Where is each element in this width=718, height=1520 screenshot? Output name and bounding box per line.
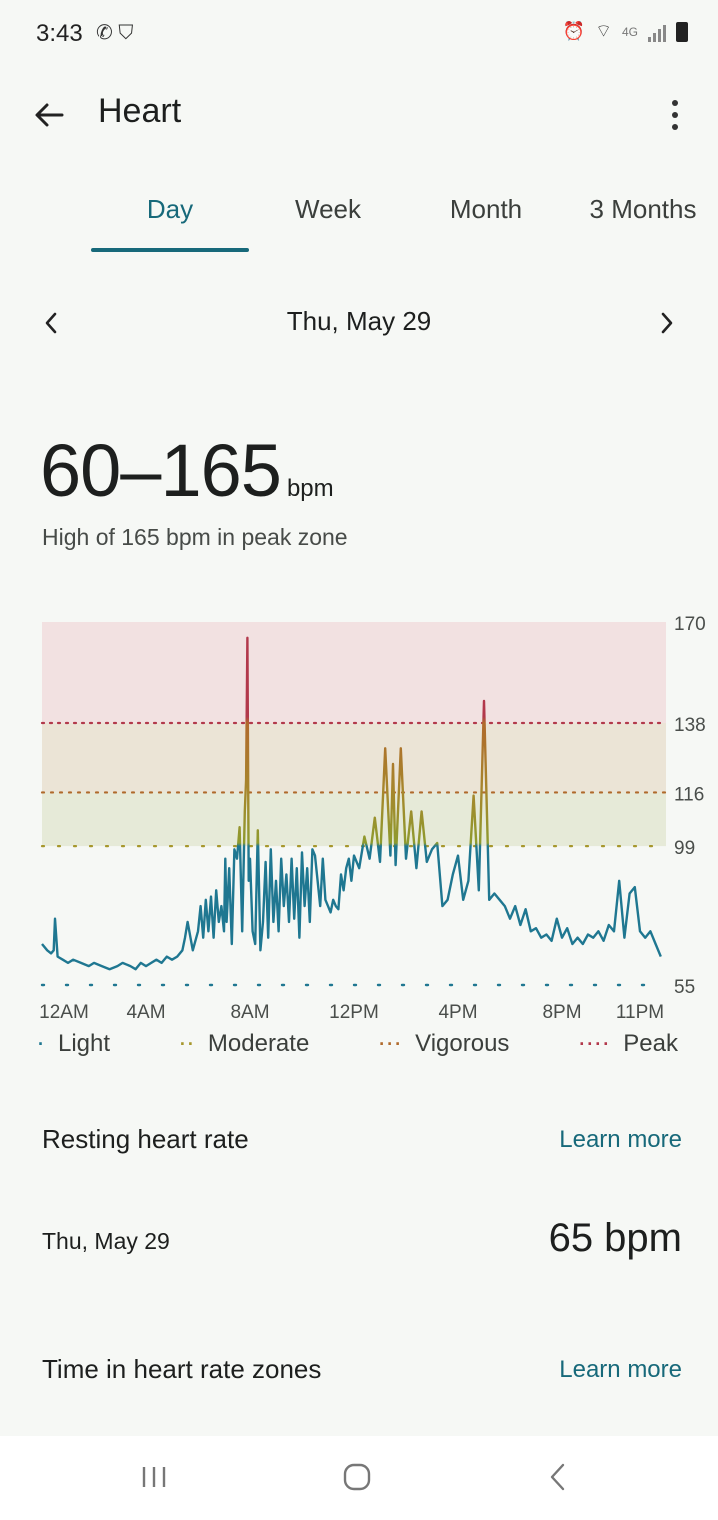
legend-vigorous-label: Vigorous	[415, 1030, 510, 1057]
nav-back-icon	[550, 1463, 565, 1491]
wifi-call-icon: ✆	[96, 22, 113, 44]
active-tab-indicator	[91, 248, 249, 252]
back-button[interactable]	[26, 92, 72, 138]
system-back-button[interactable]	[528, 1452, 588, 1502]
home-icon	[343, 1463, 371, 1491]
chart-legend: · Light ·· Moderate ··· Vigorous ···· Pe…	[38, 1030, 678, 1058]
arrow-left-icon	[35, 103, 64, 127]
network-label: 4G	[621, 24, 638, 39]
legend-item-light: · Light	[38, 1030, 110, 1058]
legend-peak-marker: ····	[579, 1033, 612, 1054]
battery-icon	[676, 21, 688, 42]
zone-band-peak	[42, 622, 666, 724]
tab-month[interactable]: Month	[449, 194, 523, 224]
tab-week[interactable]: Week	[295, 194, 361, 224]
next-day-button[interactable]	[652, 306, 682, 342]
legend-moderate-marker: ··	[179, 1033, 196, 1054]
previous-day-button[interactable]	[36, 306, 66, 342]
recent-apps-button[interactable]	[124, 1452, 184, 1502]
status-right: ⏰ ⌔ 4G	[563, 20, 688, 43]
legend-light-label: Light	[58, 1030, 111, 1057]
x-tick-label: 8AM	[230, 1002, 269, 1023]
recent-apps-icon	[142, 1467, 166, 1487]
y-tick-label: 116	[674, 784, 704, 805]
more-options-button[interactable]	[660, 92, 690, 138]
zone-band-vigorous	[42, 723, 666, 793]
heart-rate-chart[interactable]: 170 138 116 99 55 12AM 4AM 8AM 12PM 4PM 8PM 11PM	[0, 600, 718, 1070]
y-tick-label: 138	[674, 715, 706, 736]
chevron-left-icon	[45, 312, 57, 334]
zone-band-moderate	[42, 792, 666, 847]
heart-rate-line[interactable]	[41, 636, 662, 971]
date-label: Thu, May 29	[286, 306, 432, 336]
legend-moderate-label: Moderate	[207, 1030, 310, 1057]
range-subtitle: High of 165 bpm in peak zone	[42, 524, 348, 550]
resting-learn-more-link[interactable]: Learn more	[559, 1126, 682, 1153]
system-navigation-bar	[0, 1436, 718, 1520]
x-tick-label: 12AM	[39, 1002, 89, 1023]
status-notification-icons: ✆ ⛉	[96, 20, 133, 45]
legend-item-vigorous: ··· Vigorous	[379, 1030, 509, 1058]
chevron-right-icon	[661, 312, 673, 334]
x-tick-label: 4PM	[438, 1002, 477, 1023]
x-tick-label: 12PM	[329, 1002, 379, 1023]
signal-icon	[648, 22, 666, 42]
home-button[interactable]	[327, 1452, 387, 1502]
y-tick-label: 99	[674, 838, 695, 859]
app-notification-icon: ⛉	[118, 22, 134, 44]
tab-day[interactable]: Day	[146, 194, 194, 224]
legend-peak-label: Peak	[623, 1030, 678, 1057]
resting-date: Thu, May 29	[42, 1228, 170, 1254]
y-tick-label: 55	[674, 977, 695, 998]
resting-heart-rate-title: Resting heart rate	[42, 1124, 249, 1154]
range-unit: bpm	[286, 475, 334, 502]
time-in-zones-title: Time in heart rate zones	[42, 1354, 322, 1384]
x-tick-label: 4AM	[126, 1002, 165, 1023]
range-value: 60–165	[40, 429, 282, 512]
heart-rate-range: 60–165 bpm	[40, 428, 334, 513]
x-tick-label: 11PM	[616, 1002, 664, 1023]
wifi-icon: ⌔	[595, 21, 612, 41]
legend-vigorous-marker: ···	[379, 1033, 404, 1054]
tab-3-months[interactable]: 3 Months	[589, 194, 697, 224]
status-time: 3:43	[36, 20, 83, 47]
legend-item-peak: ···· Peak	[579, 1030, 678, 1058]
x-tick-label: 8PM	[542, 1002, 581, 1023]
page-title: Heart	[98, 92, 182, 130]
more-vert-icon	[672, 100, 678, 106]
legend-item-moderate: ·· Moderate	[180, 1030, 309, 1058]
alarm-icon: ⏰	[562, 21, 586, 41]
zones-learn-more-link[interactable]: Learn more	[559, 1356, 682, 1383]
legend-light-marker: ·	[38, 1033, 46, 1054]
y-tick-label: 170	[674, 614, 706, 635]
resting-value: 65 bpm	[548, 1216, 682, 1260]
